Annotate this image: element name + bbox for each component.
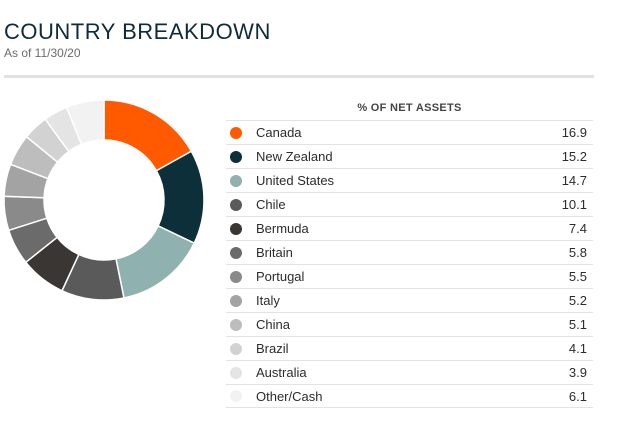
percent-value: 6.1 xyxy=(568,388,587,404)
percent-value: 3.9 xyxy=(568,365,587,380)
percent-value: 5.8 xyxy=(568,245,587,260)
table-row: United States 14.7 xyxy=(226,168,593,192)
legend-swatch xyxy=(230,246,242,259)
country-label: Bermuda xyxy=(256,221,309,236)
country-label: Britain xyxy=(256,245,293,260)
percent-value: 7.4 xyxy=(568,221,587,236)
table-row: Bermuda 7.4 xyxy=(226,216,593,240)
country-label: Chile xyxy=(256,197,286,212)
percent-value: 5.1 xyxy=(568,317,587,332)
country-breakdown-table: % OF NET ASSETS Canada 16.9 New Zealand 15.… xyxy=(226,96,593,408)
country-label: China xyxy=(256,317,290,332)
country-label: New Zealand xyxy=(256,149,333,164)
percent-value: 5.2 xyxy=(568,293,587,308)
percent-value: 10.1 xyxy=(561,197,587,212)
legend-swatch xyxy=(230,318,242,331)
legend-swatch xyxy=(230,270,242,283)
legend-swatch xyxy=(230,294,242,307)
table-row: Canada 16.9 xyxy=(226,120,593,144)
table-row: Italy 5.2 xyxy=(226,288,593,312)
legend-swatch xyxy=(230,150,242,163)
country-label: Brazil xyxy=(256,341,289,356)
percent-value: 4.1 xyxy=(568,341,587,356)
country-label: Other/Cash xyxy=(256,388,323,404)
country-label: Italy xyxy=(256,293,280,308)
header-divider xyxy=(4,75,594,78)
country-label: Canada xyxy=(256,125,302,140)
legend-swatch xyxy=(230,126,242,139)
country-label: United States xyxy=(256,173,335,188)
table-row: Britain 5.8 xyxy=(226,240,593,264)
legend-swatch xyxy=(230,198,242,211)
percent-value: 16.9 xyxy=(561,125,587,140)
donut-chart xyxy=(3,99,205,301)
legend-swatch xyxy=(230,366,242,379)
country-label: Portugal xyxy=(256,269,305,284)
country-label: Australia xyxy=(256,365,307,380)
donut-slice xyxy=(65,99,105,146)
table-row: China 5.1 xyxy=(226,312,593,336)
table-row: Chile 10.1 xyxy=(226,192,593,216)
page-title: COUNTRY BREAKDOWN xyxy=(4,19,271,44)
as-of-date: As of 11/30/20 xyxy=(4,46,81,60)
table-row: Australia 3.9 xyxy=(226,360,593,384)
donut-slice xyxy=(115,224,196,299)
legend-swatch xyxy=(230,222,242,235)
table-rows: Canada 16.9 New Zealand 15.2 United States 14… xyxy=(226,120,593,408)
percent-value: 5.5 xyxy=(568,269,587,284)
percent-value: 14.7 xyxy=(561,173,587,188)
table-row: Portugal 5.5 xyxy=(226,264,593,288)
legend-swatch xyxy=(230,390,242,402)
table-row: Brazil 4.1 xyxy=(226,336,593,360)
column-header-net-assets: % OF NET ASSETS xyxy=(357,102,462,114)
table-row: Other/Cash 6.1 xyxy=(226,384,593,408)
table-row: New Zealand 15.2 xyxy=(226,144,593,168)
legend-swatch xyxy=(230,342,242,355)
legend-swatch xyxy=(230,174,242,187)
percent-value: 15.2 xyxy=(561,149,587,164)
